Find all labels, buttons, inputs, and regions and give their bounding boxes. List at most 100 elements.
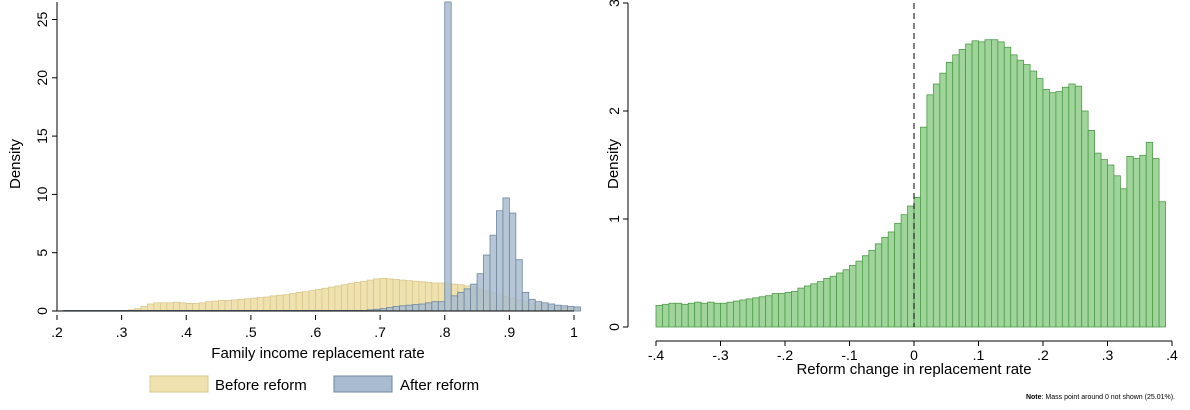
right-x-tick-label: .2 [1037, 347, 1049, 363]
reform-change-bar [1139, 154, 1147, 328]
reform-change-bar [1152, 158, 1160, 328]
after-reform-bar [457, 291, 465, 312]
right-x-ticks: -.4 -.3 -.2 -.1 0 .1 .2 .3 .4 [648, 341, 1178, 363]
before-reform-bar [353, 282, 362, 312]
reform-change-bar [713, 302, 721, 328]
left-x-tick-label: .6 [310, 324, 322, 340]
after-reform-bar [476, 273, 484, 312]
after-reform-bar [489, 234, 497, 312]
reform-change-bar [694, 301, 702, 328]
right-y-axis-label: Density [605, 138, 622, 189]
left-x-tick-label: .7 [374, 324, 386, 340]
reform-change-bar [816, 281, 825, 328]
reform-change-bar [1003, 46, 1012, 328]
note-bold: Note [1026, 394, 1042, 401]
left-histogram-panel: .2 .3 .4 .5 .6 .7 .8 .9 1 0 5 10 15 20 25 Family inco… [7, 1, 581, 362]
reform-change-bar [1087, 130, 1096, 328]
reform-change-bar [1081, 110, 1089, 328]
reform-change-bar [720, 302, 728, 328]
reform-change-bar [887, 231, 896, 328]
before-reform-bar [192, 303, 200, 312]
after-reform-bar [450, 295, 459, 312]
left-x-ticks: .2 .3 .4 .5 .6 .7 .8 .9 1 [51, 315, 578, 340]
legend-swatch-after-reform [333, 375, 393, 393]
reform-change-bar [1120, 188, 1128, 328]
before-reform-bar [347, 283, 355, 312]
reform-change-bar [913, 196, 921, 328]
reform-change-bar [823, 277, 831, 328]
after-reform-bar [444, 1, 452, 312]
reform-change-bar [1094, 152, 1102, 328]
before-reform-bar [295, 291, 303, 312]
after-reform-bar [463, 288, 472, 312]
reform-change-bar [668, 302, 676, 328]
reform-change-bar [810, 283, 818, 328]
right-y-tick-label: 3 [606, 0, 622, 7]
before-reform-bar [340, 284, 349, 312]
reform-change-bar [1042, 89, 1050, 328]
reform-change-bar [1126, 155, 1134, 328]
right-x-tick-label: .3 [1102, 347, 1114, 363]
right-x-tick-label: -.2 [777, 347, 794, 363]
after-reform-bar [418, 303, 426, 312]
reform-change-bar [971, 40, 979, 328]
before-reform-bar [360, 280, 368, 312]
before-reform-bar [328, 286, 336, 312]
before-reform-bar [218, 300, 226, 312]
reform-change-bar [1016, 59, 1025, 328]
reform-change-bar [784, 292, 792, 328]
reform-change-bar [662, 303, 670, 328]
right-x-tick-label: .1 [973, 347, 985, 363]
reform-change-bar [829, 275, 838, 328]
before-reform-bar [263, 296, 271, 312]
reform-change-bar [900, 214, 908, 328]
reform-change-bar [842, 269, 850, 328]
before-reform-bar [179, 302, 187, 312]
reform-change-bar [1061, 86, 1070, 328]
left-x-tick-label: .9 [504, 324, 516, 340]
before-reform-bar [373, 278, 381, 312]
before-reform-bar [321, 287, 329, 312]
reform-change-bar [1132, 158, 1141, 328]
before-reform-bar [269, 295, 278, 312]
reform-change-bar [932, 83, 941, 328]
after-reform-bar [573, 306, 581, 312]
reform-change-bar [687, 302, 696, 328]
legend-label-after-reform: After reform [400, 377, 479, 394]
left-y-axis-label: Density [7, 138, 24, 189]
left-y-tick-label: 15 [34, 128, 50, 144]
before-reform-bar [250, 297, 258, 312]
before-reform-bar [237, 298, 245, 312]
after-reform-bar [528, 298, 536, 312]
reform-change-bar [868, 249, 876, 328]
before-reform-bar [224, 300, 232, 312]
note: Note: Mass point around 0 not shown (25.… [1026, 394, 1175, 401]
after-reform-bar [521, 291, 530, 312]
reform-change-bars [655, 39, 1166, 328]
left-x-tick-label: .2 [51, 324, 63, 340]
reform-change-bar [874, 243, 883, 328]
after-reform-bar [554, 304, 562, 312]
legend: Before reform After reform [149, 375, 479, 394]
reform-change-bar [778, 293, 786, 328]
reform-change-bar [978, 41, 986, 328]
reform-change-bar [997, 41, 1005, 328]
after-reform-bar [412, 304, 420, 312]
reform-change-bar [765, 295, 773, 328]
left-y-tick-label: 20 [34, 70, 50, 86]
reform-change-bar [1010, 54, 1018, 328]
after-reform-bar [560, 305, 568, 312]
after-reform-bar [541, 302, 549, 312]
left-x-tick-label: .4 [180, 324, 192, 340]
reform-change-bar [984, 39, 992, 328]
before-reform-bar [153, 302, 161, 312]
before-reform-bar [386, 278, 394, 312]
before-reform-bar [282, 294, 291, 312]
after-reform-bar [386, 307, 394, 312]
right-y-ticks: 0 1 2 3 [606, 0, 628, 331]
reform-change-bar [862, 255, 870, 328]
reform-change-bar [1023, 64, 1031, 328]
reform-change-bar [958, 49, 967, 328]
reform-change-bar [791, 290, 799, 328]
